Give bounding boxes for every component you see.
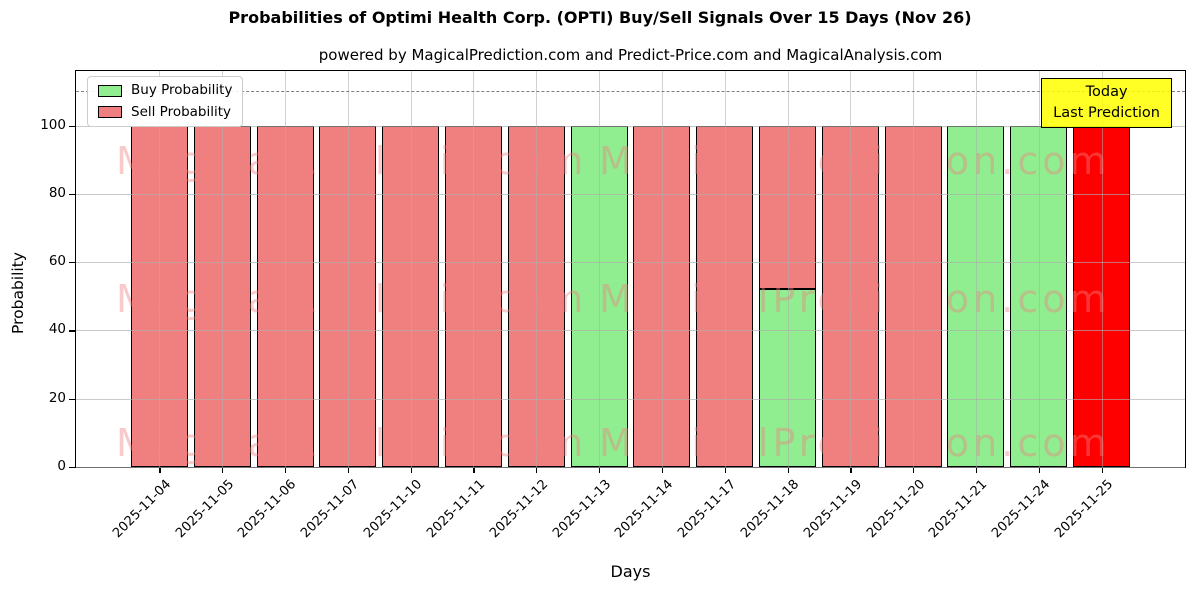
- gridline-v: [787, 71, 789, 467]
- watermark-text: MagicalPrediction.com: [599, 277, 1111, 321]
- y-tick-mark: [69, 262, 75, 264]
- x-tick-mark: [975, 468, 978, 473]
- gridline-v: [1101, 71, 1103, 467]
- gridline-v: [536, 71, 538, 467]
- sell-swatch-icon: [98, 106, 122, 119]
- legend-label-buy: Buy Probability: [131, 82, 233, 98]
- x-tick-mark: [599, 468, 601, 473]
- gridline-h-20: [76, 398, 1185, 400]
- watermark-text: MagicalAnalysis.com: [116, 139, 588, 183]
- y-tick-label-20: 20: [48, 389, 66, 406]
- y-tick-mark: [69, 467, 75, 469]
- x-tick-mark: [1101, 468, 1103, 473]
- gridline-v: [1038, 71, 1040, 467]
- y-axis-label: Probability: [9, 252, 27, 334]
- x-tick-label-2025-11-17: 2025-11-17: [675, 477, 740, 542]
- legend-item-buy: Buy Probability: [98, 82, 233, 98]
- x-tick-label-2025-11-12: 2025-11-12: [486, 477, 551, 542]
- y-tick-label-80: 80: [48, 184, 66, 201]
- threshold-dashed-line: [76, 91, 1185, 93]
- buy-swatch-icon: [98, 84, 122, 97]
- x-tick-label-2025-11-10: 2025-11-10: [361, 477, 426, 542]
- x-tick-mark: [850, 468, 852, 473]
- y-tick-label-0: 0: [57, 458, 66, 474]
- gridline-h-60: [76, 262, 1185, 264]
- legend-item-sell: Sell Probability: [98, 103, 232, 120]
- today-line2: Last Prediction: [1053, 105, 1160, 122]
- watermark-text: MagicalAnalysis.com: [116, 421, 588, 465]
- y-tick-mark: [69, 398, 75, 400]
- x-tick-label-2025-11-06: 2025-11-06: [235, 477, 300, 542]
- y-tick-label-100: 100: [40, 116, 66, 133]
- gridline-v: [661, 71, 663, 467]
- chart-subtitle: powered by MagicalPrediction.com and Pre…: [318, 46, 943, 64]
- x-tick-mark: [1038, 468, 1040, 473]
- gridline-h-0: [76, 467, 1185, 468]
- x-tick-mark: [410, 468, 412, 473]
- x-tick-mark: [787, 468, 789, 473]
- y-tick-mark: [69, 125, 75, 127]
- x-tick-mark: [536, 468, 538, 473]
- gridline-h-100: [76, 125, 1185, 127]
- x-tick-label-2025-11-21: 2025-11-21: [926, 477, 991, 542]
- gridline-v: [913, 71, 915, 467]
- gridline-v: [222, 71, 224, 467]
- watermark-text: MagicalPrediction.com: [599, 139, 1111, 183]
- gridline-v: [473, 71, 475, 467]
- y-tick-label-60: 60: [48, 253, 66, 270]
- y-tick-mark: [69, 193, 75, 196]
- gridline-v: [410, 71, 412, 467]
- today-annotation-box: Today Last Prediction: [1041, 78, 1172, 129]
- x-tick-mark: [473, 468, 475, 473]
- x-tick-mark: [661, 468, 664, 473]
- gridline-v: [724, 71, 726, 467]
- x-tick-label-2025-11-25: 2025-11-25: [1052, 477, 1117, 542]
- today-line1: Today: [1085, 84, 1128, 100]
- x-tick-label-2025-11-07: 2025-11-07: [298, 477, 363, 542]
- legend: Buy Probability Sell Probability: [87, 76, 244, 127]
- gridline-v: [850, 71, 852, 467]
- gridline-v: [975, 71, 977, 467]
- x-tick-mark: [222, 468, 224, 473]
- chart-title: Probabilities of Optimi Health Corp. (OP…: [228, 8, 972, 27]
- x-tick-label-2025-11-18: 2025-11-18: [738, 477, 803, 542]
- x-tick-mark: [347, 468, 350, 473]
- x-tick-mark: [724, 468, 726, 473]
- gridline-v: [347, 71, 349, 467]
- legend-label-sell: Sell Probability: [131, 103, 232, 120]
- x-tick-label-2025-11-24: 2025-11-24: [989, 477, 1054, 542]
- x-tick-label-2025-11-20: 2025-11-20: [863, 477, 928, 542]
- gridline-h-80: [76, 193, 1185, 195]
- plot-area: MagicalAnalysis.com MagicalPrediction.com…: [75, 70, 1186, 468]
- watermark-text: MagicalAnalysis.com: [116, 277, 588, 321]
- x-tick-label-2025-11-19: 2025-11-19: [800, 477, 865, 542]
- x-tick-mark: [159, 468, 161, 473]
- gridline-v: [599, 71, 601, 467]
- x-tick-label-2025-11-11: 2025-11-11: [424, 477, 489, 542]
- x-tick-label-2025-11-14: 2025-11-14: [612, 477, 677, 542]
- x-tick-label-2025-11-05: 2025-11-05: [172, 477, 237, 542]
- y-tick-mark: [69, 330, 75, 332]
- gridline-h-40: [76, 330, 1185, 332]
- gridline-v: [285, 71, 287, 467]
- x-tick-mark: [913, 468, 915, 473]
- x-tick-mark: [285, 468, 287, 473]
- watermark-text: MagicalPrediction.com: [599, 421, 1111, 465]
- gridline-v: [159, 71, 161, 467]
- x-axis-label: Days: [610, 562, 651, 581]
- y-tick-label-40: 40: [48, 321, 66, 338]
- x-tick-label-2025-11-13: 2025-11-13: [549, 477, 614, 542]
- x-tick-label-2025-11-04: 2025-11-04: [109, 477, 175, 542]
